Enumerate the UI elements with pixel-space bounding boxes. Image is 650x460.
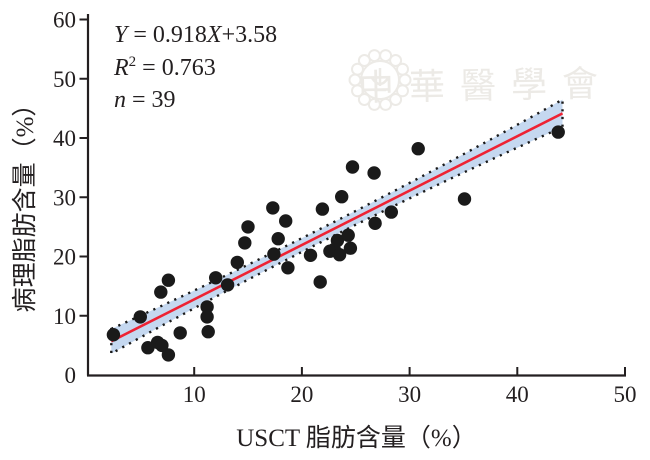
data-point <box>367 166 381 180</box>
x-tick-label: 30 <box>398 382 421 407</box>
data-point <box>313 275 327 289</box>
data-point <box>343 241 358 255</box>
data-point <box>551 125 565 139</box>
y-axis-title: 病理脂肪含量（%） <box>12 91 39 313</box>
x-tick-label: 40 <box>506 382 529 407</box>
data-point <box>330 233 345 248</box>
data-point <box>200 300 214 314</box>
data-point <box>161 348 176 362</box>
data-point <box>238 236 252 250</box>
data-point <box>209 271 223 285</box>
y-tick-label: 0 <box>65 363 77 388</box>
data-point <box>341 228 355 242</box>
data-point <box>281 261 295 275</box>
x-tick-label: 10 <box>183 382 206 407</box>
data-point <box>411 142 425 156</box>
data-point <box>279 214 293 228</box>
data-point <box>368 216 382 230</box>
data-point <box>133 310 147 324</box>
stats-annotation-line: Y = 0.918X+3.58 <box>114 22 277 48</box>
data-point <box>332 248 347 262</box>
stats-annotation-line: R2 = 0.763 <box>113 54 216 81</box>
data-point <box>106 328 121 342</box>
data-point <box>345 160 360 174</box>
data-point <box>315 202 330 216</box>
stats-annotation-line: n = 39 <box>114 87 176 113</box>
y-tick-label: 10 <box>53 304 76 329</box>
x-tick-label: 50 <box>614 382 637 407</box>
data-point <box>335 190 349 204</box>
y-tick-label: 30 <box>53 185 76 210</box>
data-point <box>161 273 176 287</box>
data-point <box>266 201 280 215</box>
data-point <box>384 205 398 219</box>
y-tick-label: 60 <box>53 8 76 33</box>
data-point <box>271 232 285 246</box>
data-point <box>154 285 168 299</box>
data-point <box>230 255 244 270</box>
y-tick-label: 40 <box>53 126 76 151</box>
y-tick-label: 50 <box>53 67 76 92</box>
data-point <box>457 192 472 206</box>
data-point <box>220 278 235 292</box>
y-tick-label: 20 <box>53 245 76 270</box>
data-point <box>200 310 214 324</box>
data-point <box>303 248 318 262</box>
data-point <box>267 247 281 261</box>
data-point <box>201 325 215 339</box>
x-axis-title: USCT 脂肪含量（%） <box>236 425 477 452</box>
x-tick-label: 20 <box>290 382 313 407</box>
data-point <box>173 326 187 340</box>
data-point <box>155 338 169 353</box>
regression-line <box>110 112 564 343</box>
data-point <box>241 220 255 234</box>
